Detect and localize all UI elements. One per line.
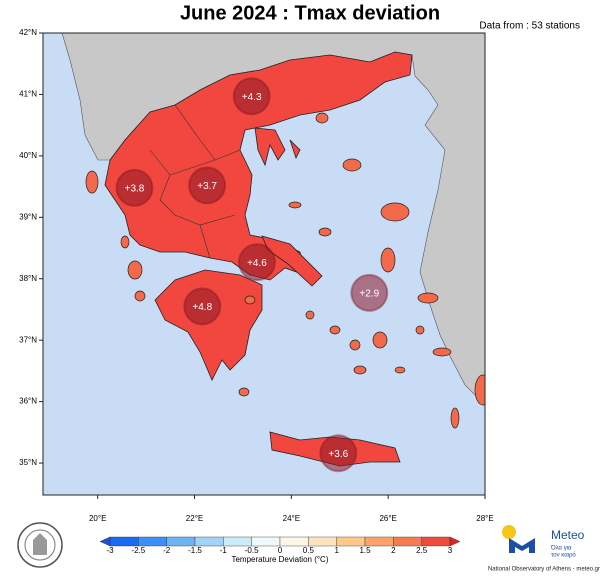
title: June 2024 : Tmax deviation — [180, 2, 440, 24]
colorbar-segment — [364, 536, 394, 547]
lon-label: 26°E — [379, 514, 396, 523]
island — [342, 158, 362, 172]
colorbar-tick-label: -1 — [220, 546, 228, 555]
island — [380, 247, 396, 273]
colorbar-tick-label: -3 — [106, 546, 114, 555]
logo-tagline: τον καιρό — [551, 552, 576, 559]
colorbar-segment — [223, 536, 252, 547]
colorbar-over — [449, 536, 461, 547]
station-label: +2.9 — [359, 289, 379, 300]
logo-tagline: Όλα για — [550, 546, 572, 552]
station-marker — [183, 287, 222, 326]
colorbar-tick-label: -2.5 — [131, 546, 145, 555]
station-marker — [319, 434, 358, 473]
island — [134, 290, 146, 302]
station-label: +4.6 — [247, 258, 267, 269]
station-marker — [237, 243, 276, 282]
lon-label: 22°E — [186, 514, 203, 523]
colorbar-segment — [251, 536, 281, 547]
island — [329, 325, 341, 335]
station-label: +4.8 — [192, 302, 212, 313]
colorbar-segment — [166, 536, 196, 547]
region-border — [149, 104, 241, 259]
island — [353, 365, 367, 375]
station-label: +3.7 — [197, 181, 217, 192]
island — [394, 366, 406, 374]
colorbar-tick-label: 2.5 — [416, 546, 428, 555]
lat-label: 41°N — [19, 90, 37, 99]
station-marker — [350, 273, 389, 312]
colorbar-tick-label: -1.5 — [188, 546, 202, 555]
island — [372, 331, 388, 349]
lon-label: 20°E — [89, 514, 106, 523]
colorbar-segment — [308, 536, 337, 547]
lat-label: 38°N — [19, 274, 37, 283]
axes: 42°N 41°N 40°N 39°N 38°N 37°N 36°N 35°N 20°E 22°E… — [19, 28, 494, 523]
colorbar-segment — [138, 536, 167, 547]
island — [349, 339, 361, 351]
island — [432, 347, 452, 357]
colorbar-segment — [279, 536, 309, 547]
island — [238, 387, 250, 397]
island — [305, 310, 315, 320]
colorbar-segment — [109, 536, 139, 547]
colorbar-title: Temperature Deviation (°C) — [231, 555, 328, 564]
colorbar-segment — [336, 536, 366, 547]
colorbar: -3 -2.5 -2 -1.5 -1 -0.5 0 0.5 1 1.5 2 2.5 3 — [99, 536, 461, 555]
island — [474, 374, 485, 406]
colorbar-tick-label: 3 — [448, 546, 453, 555]
stations: +4.3 +3.8 +3.7 +4.6 +2.9 +4.8 +3.6 — [115, 77, 389, 473]
station-label: +3.8 — [125, 183, 145, 194]
mainland — [104, 51, 413, 281]
logo-name: Meteo — [551, 528, 585, 542]
station-marker — [188, 166, 227, 205]
map-area: +4.3 +3.8 +3.7 +4.6 +2.9 +4.8 +3.6 — [43, 33, 485, 495]
lat-label: 39°N — [19, 212, 37, 221]
source-note: Data from : 53 stations — [479, 21, 580, 32]
island — [244, 295, 256, 305]
station-marker — [232, 77, 271, 116]
colorbar-under — [99, 536, 111, 547]
island — [127, 260, 143, 280]
island — [288, 201, 302, 209]
station-marker — [115, 168, 154, 207]
peloponnese — [154, 269, 263, 381]
lat-label: 37°N — [19, 335, 37, 344]
colorbar-tick-label: 2 — [391, 546, 396, 555]
island — [380, 202, 410, 222]
colorbar-tick-label: 1.5 — [359, 546, 371, 555]
lat-label: 42°N — [19, 28, 37, 37]
meteo-logo: Meteo Όλα για τον καιρό National Observa… — [488, 525, 600, 573]
island — [417, 292, 439, 304]
island — [85, 170, 99, 194]
colorbar-tick-label: -2 — [163, 546, 171, 555]
island — [318, 227, 332, 237]
island — [450, 407, 460, 429]
colorbar-segment — [194, 536, 224, 547]
colorbar-tick-label: 0 — [278, 546, 283, 555]
colorbar-tick-label: 1 — [334, 546, 339, 555]
chalkidiki — [254, 127, 301, 167]
station-label: +4.3 — [242, 92, 262, 103]
lat-label: 36°N — [19, 397, 37, 406]
lon-label: 28°E — [476, 514, 493, 523]
map-frame — [42, 32, 486, 496]
lon-label: 24°E — [283, 514, 300, 523]
lat-label: 40°N — [19, 151, 37, 160]
footer: National Observatory of Athens - meteo.g… — [488, 567, 600, 573]
islands — [85, 112, 485, 429]
island — [415, 325, 425, 335]
colorbar-tick-label: -0.5 — [245, 546, 259, 555]
island — [120, 235, 130, 249]
colorbar-tick-label: 0.5 — [303, 546, 315, 555]
colorbar-segment — [421, 536, 451, 547]
colorbar-segment — [393, 536, 422, 547]
lat-label: 35°N — [19, 458, 37, 467]
noa-seal — [17, 522, 63, 568]
island — [315, 112, 329, 124]
station-label: +3.6 — [328, 449, 348, 460]
